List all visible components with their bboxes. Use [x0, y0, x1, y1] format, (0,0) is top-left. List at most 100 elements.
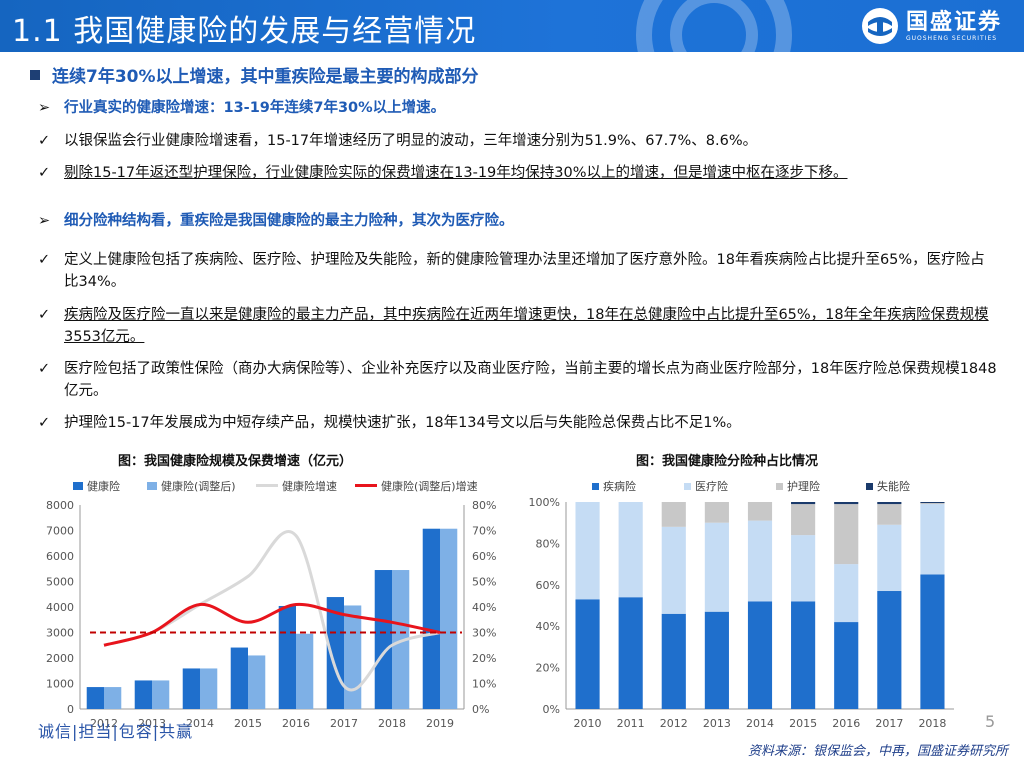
bar-health: [374, 570, 392, 709]
x-tick-label: 2017: [330, 717, 358, 730]
bar-health-adjusted: [440, 528, 458, 709]
y-tick-label: 60%: [536, 579, 560, 592]
y-tick-label-right: 20%: [472, 652, 496, 665]
x-tick-label: 2014: [186, 717, 214, 730]
bullet-text: 行业真实的健康险增速：13-19年连续7年30%以上增速。: [64, 100, 446, 116]
y-tick-label-right: 50%: [472, 576, 496, 589]
y-tick-label-left: 3000: [46, 627, 74, 640]
y-tick-label-right: 40%: [472, 601, 496, 614]
stacked-segment-2: [791, 535, 816, 602]
check-icon: ✓: [38, 361, 51, 377]
square-bullet-icon: [30, 70, 40, 80]
stacked-segment-3: [920, 503, 945, 505]
bullet-text: 以银保监会行业健康险增速看，15-17年增速经历了明显的波动，三年增速分别为51…: [64, 133, 758, 149]
stacked-segment-3: [661, 502, 686, 527]
header-decoration: [636, 0, 792, 52]
y-tick-label-right: 60%: [472, 550, 496, 563]
x-tick-label: 2016: [282, 717, 310, 730]
bullet-line: ✓ 定义上健康险包括了疾病险、医疗险、护理险及失能险，新的健康险管理办法里还增加了…: [38, 249, 998, 293]
x-tick-label: 2013: [138, 717, 166, 730]
logo-name: 国盛证券: [905, 9, 1002, 35]
bar-health: [422, 528, 440, 709]
stacked-segment-3: [877, 504, 902, 525]
section-heading: 连续7年30%以上增速，其中重疾险是最主要的构成部分: [30, 62, 479, 87]
legend-item: 健康险增速: [256, 478, 337, 494]
section-heading-text: 连续7年30%以上增速，其中重疾险是最主要的构成部分: [52, 67, 479, 87]
legend-label: 失能险: [877, 480, 910, 493]
stacked-segment-2: [575, 502, 600, 600]
legend-label: 健康险(调整后)增速: [381, 480, 478, 493]
legend-label: 健康险增速: [282, 480, 337, 493]
bullet-text: 疾病险及医疗险一直以来是健康险的最主力产品，其中疾病险在近两年增速更快，18年在…: [64, 307, 989, 345]
stacked-segment-2: [877, 524, 902, 592]
stacked-segment-1: [920, 574, 945, 709]
legend-item: 护理险: [776, 478, 820, 494]
x-tick-label: 2014: [746, 717, 774, 730]
logo-icon: [861, 8, 898, 44]
stacked-segment-2: [704, 522, 729, 612]
page-number: 5: [985, 712, 996, 731]
check-icon: ✓: [38, 133, 51, 149]
check-icon: ✓: [38, 252, 51, 268]
stacked-segment-1: [661, 613, 686, 709]
stacked-segment-2: [834, 564, 859, 623]
y-tick-label-left: 5000: [46, 576, 74, 589]
stacked-segment-4: [877, 502, 902, 505]
x-tick-label: 2019: [426, 717, 454, 730]
bullet-line: ✓ 护理险15-17年发展成为中短存续产品，规模快速扩张，18年134号文以后与失…: [38, 412, 998, 434]
bullet-line: ➢ 细分险种结构看，重疾险是我国健康险的最主力险种，其次为医疗险。: [38, 210, 998, 232]
bullet-text: 细分险种结构看，重疾险是我国健康险的最主力险种，其次为医疗险。: [64, 213, 514, 229]
logo-subtitle: GUOSHENG SECURITIES: [905, 34, 998, 42]
y-tick-label-left: 7000: [46, 525, 74, 538]
x-tick-label: 2013: [703, 717, 731, 730]
legend-label: 疾病险: [603, 480, 636, 493]
bullet-line: ✓ 医疗险包括了政策性保险（商办大病保险等）、企业补充医疗以及商业医疗险，当前主要…: [38, 358, 998, 402]
x-tick-label: 2015: [789, 717, 817, 730]
x-tick-label: 2016: [832, 717, 860, 730]
y-tick-label-right: 0%: [472, 703, 489, 716]
stacked-segment-1: [747, 601, 773, 709]
legend-item: 疾病险: [592, 478, 636, 494]
y-tick-label-right: 30%: [472, 627, 496, 640]
stacked-segment-1: [704, 611, 729, 709]
x-tick-label: 2018: [378, 717, 406, 730]
y-tick-label-right: 70%: [472, 525, 496, 538]
x-tick-label: 2017: [875, 717, 903, 730]
y-tick-label: 20%: [536, 662, 560, 675]
health-product-mix-chart: 0% 20% 40% 60% 80% 100% 2010 2011 2012 2013 2014 20…: [529, 496, 954, 730]
x-tick-label: 2012: [660, 717, 688, 730]
stacked-segment-3: [747, 502, 773, 521]
chart-title-left: 图：我国健康险规模及保费增速（亿元）: [118, 454, 353, 469]
bar-health-adjusted: [248, 655, 266, 709]
bar-health-adjusted: [296, 633, 314, 709]
stacked-segment-1: [618, 597, 643, 709]
arrow-bullet-icon: ➢: [38, 213, 51, 229]
stacked-segment-2: [661, 526, 686, 614]
page-title: 1.1 我国健康险的发展与经营情况: [12, 14, 477, 49]
source-note: 资料来源：银保监会，中再，国盛证券研究所: [747, 744, 1008, 759]
y-tick-label-left: 8000: [46, 499, 74, 512]
bullet-text: 定义上健康险包括了疾病险、医疗险、护理险及失能险，新的健康险管理办法里还增加了医…: [64, 252, 985, 290]
bar-health-adjusted: [104, 687, 122, 709]
stacked-segment-2: [920, 504, 945, 575]
y-tick-label-left: 2000: [46, 652, 74, 665]
bar-health: [230, 647, 248, 709]
bullet-text: 护理险15-17年发展成为中短存续产品，规模快速扩张，18年134号文以后与失能…: [64, 415, 741, 431]
check-icon: ✓: [38, 415, 51, 431]
y-tick-label: 40%: [536, 620, 560, 633]
legend-item: 健康险(调整后): [147, 478, 236, 494]
legend-label: 健康险: [87, 480, 120, 493]
stacked-segment-3: [791, 504, 816, 536]
y-tick-label-right: 80%: [472, 499, 496, 512]
bar-health-adjusted: [344, 605, 362, 709]
y-tick-label: 0%: [543, 703, 560, 716]
y-tick-label-right: 10%: [472, 678, 496, 691]
bullet-line: ✓ 剔除15-17年返还型护理保险，行业健康险实际的保费增速在13-19年均保持3…: [38, 162, 998, 184]
x-tick-label: 2015: [234, 717, 262, 730]
bar-health-adjusted: [200, 668, 218, 709]
stacked-segment-4: [834, 502, 859, 505]
line-adjusted-growth: [103, 602, 441, 647]
company-motto: 诚信|担当|包容|共赢: [38, 722, 194, 741]
bar-health: [134, 680, 152, 709]
check-icon: ✓: [38, 307, 51, 323]
